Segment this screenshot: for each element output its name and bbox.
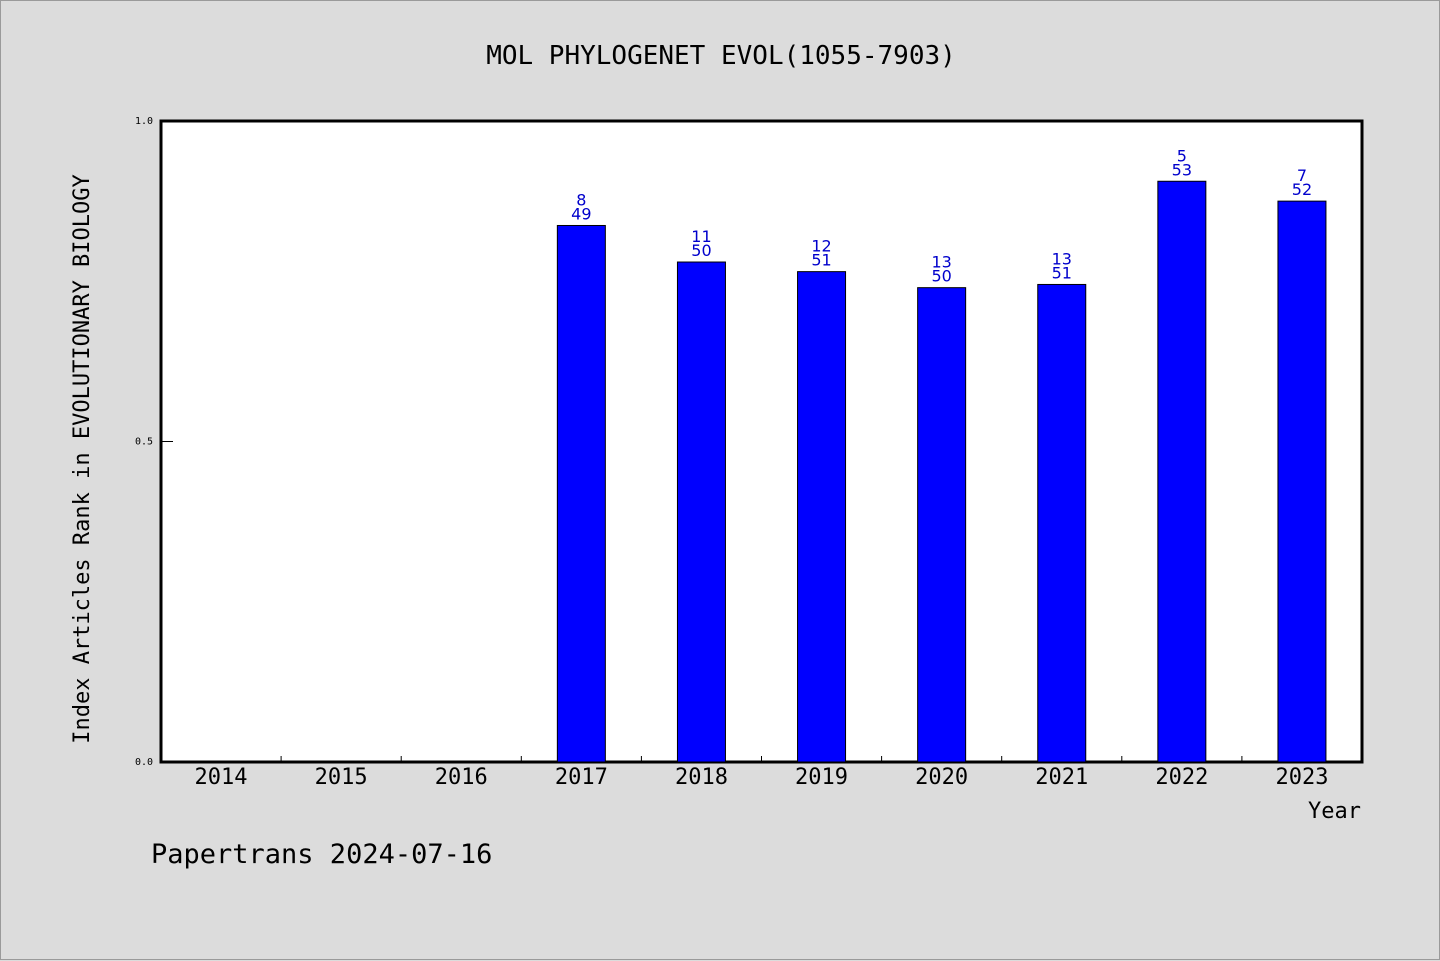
bar-rank-label: 5 — [1177, 146, 1187, 165]
bar-rank-label: 7 — [1297, 166, 1307, 185]
y-tick-label: 1.0 — [135, 116, 153, 127]
bar-rank-label: 12 — [811, 237, 831, 256]
bar-total-label: 50 — [931, 267, 951, 286]
x-tick-label: 2020 — [915, 765, 968, 790]
bar-rank-label: 11 — [691, 227, 711, 246]
x-tick-label: 2015 — [315, 765, 368, 790]
chart-title: MOL PHYLOGENET EVOL(1055-7903) — [486, 41, 956, 71]
y-axis: 0.0 0.5 1.0 — [135, 116, 173, 768]
x-axis-label: Year — [1308, 799, 1361, 824]
bar-2018 — [676, 261, 726, 763]
bar-total-label: 51 — [811, 251, 831, 270]
bar-total-label: 49 — [571, 204, 591, 223]
x-tick-label: 2017 — [555, 765, 608, 790]
x-tick-label: 2014 — [195, 765, 248, 790]
bar-total-label: 51 — [1052, 263, 1072, 282]
bar-total-label: 50 — [691, 241, 711, 260]
x-tick-label: 2016 — [435, 765, 488, 790]
bar-2022 — [1157, 180, 1207, 763]
x-tick-label: 2019 — [795, 765, 848, 790]
x-tick-label: 2023 — [1275, 765, 1328, 790]
y-axis-label: Index Articles Rank in EVOLUTIONARY BIOL… — [70, 174, 95, 744]
bar-total-label: 52 — [1292, 180, 1312, 199]
bar-rank-label: 13 — [931, 253, 951, 272]
bar-2017 — [556, 224, 606, 763]
y-tick-label: 0.5 — [135, 437, 153, 448]
x-tick-label: 2022 — [1155, 765, 1208, 790]
x-tick-label: 2021 — [1035, 765, 1088, 790]
bar-2020 — [917, 287, 967, 763]
bar-rank-label: 13 — [1052, 249, 1072, 268]
bar-2019 — [797, 271, 847, 763]
x-axis: 2014 2015 2016 2017 2018 2019 2020 2021 2022 2023 — [195, 756, 1328, 790]
y-tick-label: 0.0 — [135, 757, 153, 768]
bar-total-label: 53 — [1172, 160, 1192, 179]
bar-series — [556, 180, 1327, 763]
footer-credit: Papertrans 2024-07-16 — [151, 839, 492, 870]
bar-2023 — [1277, 200, 1327, 763]
x-tick-label: 2018 — [675, 765, 728, 790]
bar-2021 — [1037, 283, 1087, 763]
bar-rank-label: 8 — [576, 190, 586, 209]
